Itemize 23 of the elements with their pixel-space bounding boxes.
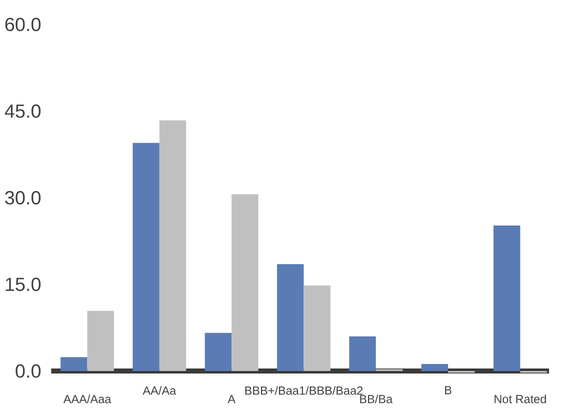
x-tick-label: A [228, 394, 236, 403]
bar [159, 120, 186, 371]
y-tick-label: 60.0 [5, 18, 41, 31]
x-tick-label: BB/Ba [360, 394, 393, 404]
bar [349, 336, 376, 371]
bar [60, 356, 88, 371]
bar [494, 225, 520, 371]
y-tick-label: 45.0 [4, 104, 41, 118]
bar [204, 332, 232, 371]
bar [304, 285, 330, 371]
y-tick-label: 15.0 [6, 277, 41, 291]
bar [277, 264, 304, 371]
bar [87, 310, 114, 371]
y-tick-label: 30.0 [5, 190, 41, 204]
bar [232, 194, 258, 371]
x-tick-label: AAA/Aaa [63, 394, 112, 404]
x-tick-label: AA/Aa [142, 386, 176, 395]
x-tick-label: B [445, 386, 452, 394]
bar [421, 364, 448, 371]
y-tick-label: 0.0 [16, 364, 41, 378]
x-tick-label: Not Rated [494, 394, 546, 404]
bar [132, 142, 160, 371]
x-tick-label: BBB+/Baa1/BBB/Baa2 [245, 386, 363, 395]
